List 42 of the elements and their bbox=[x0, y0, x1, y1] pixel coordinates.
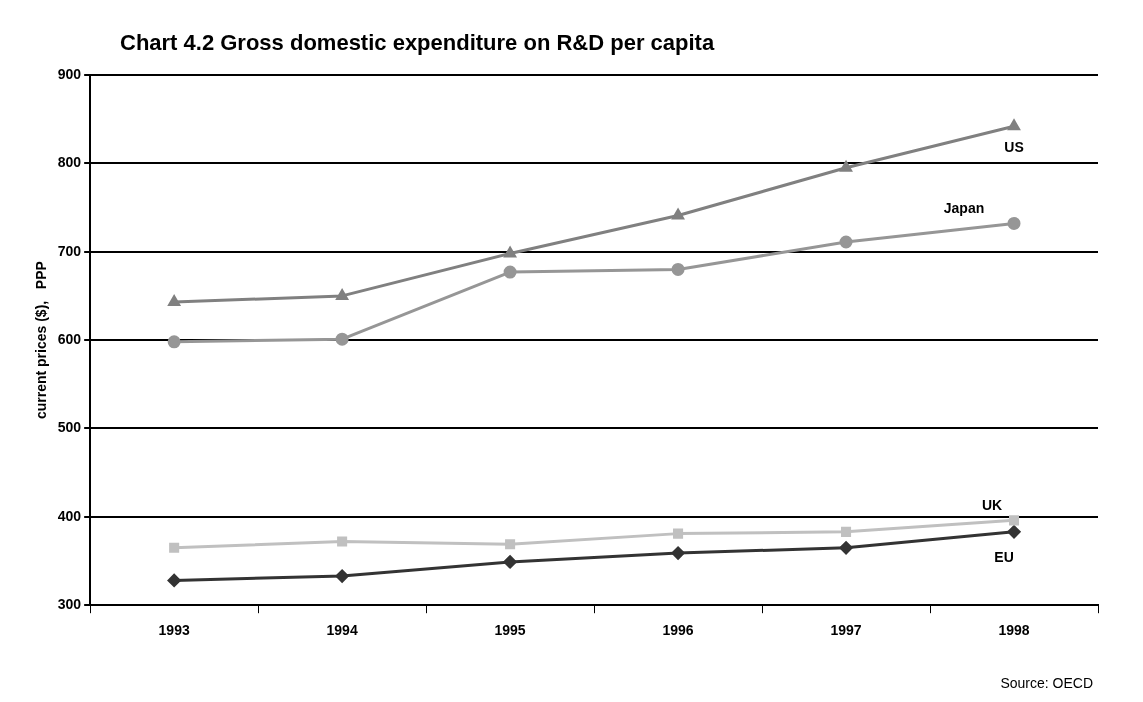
y-axis-title: current prices ($), PPP bbox=[33, 261, 50, 420]
series-label: US bbox=[1004, 139, 1024, 156]
chart-title: Chart 4.2 Gross domestic expenditure on R&D per capita bbox=[120, 30, 715, 56]
point bbox=[335, 332, 349, 346]
point bbox=[841, 526, 852, 537]
x-tick-label: 1994 bbox=[326, 622, 358, 639]
source-note: Source: OECD bbox=[1000, 675, 1093, 691]
point bbox=[671, 546, 685, 560]
point bbox=[1007, 525, 1021, 539]
point bbox=[167, 335, 181, 349]
series-label: UK bbox=[981, 497, 1003, 514]
point bbox=[167, 573, 181, 587]
series-label: Japan bbox=[943, 200, 985, 217]
y-tick-label: 700 bbox=[57, 242, 82, 259]
x-tick-label: 1995 bbox=[494, 622, 526, 639]
point bbox=[1007, 216, 1021, 230]
series-label: EU bbox=[994, 548, 1014, 565]
y-tick-label: 500 bbox=[57, 419, 82, 436]
point bbox=[839, 235, 853, 249]
point bbox=[673, 528, 684, 539]
x-tick-label: 1996 bbox=[662, 622, 694, 639]
y-tick-label: 900 bbox=[57, 65, 82, 82]
point bbox=[503, 265, 517, 279]
point bbox=[335, 569, 349, 583]
point bbox=[337, 536, 348, 547]
point bbox=[1008, 515, 1020, 526]
x-tick-label: 1993 bbox=[158, 622, 190, 639]
point bbox=[336, 289, 348, 300]
point bbox=[168, 295, 180, 307]
y-tick-label: 800 bbox=[57, 154, 82, 171]
y-tick-label: 600 bbox=[57, 330, 82, 347]
point bbox=[169, 542, 180, 553]
x-tick-label: 1997 bbox=[830, 622, 862, 639]
point bbox=[505, 539, 516, 550]
point bbox=[503, 555, 517, 569]
point bbox=[839, 541, 853, 555]
x-tick-label: 1998 bbox=[998, 622, 1030, 639]
point bbox=[671, 262, 685, 276]
y-tick-label: 400 bbox=[57, 507, 82, 524]
point bbox=[840, 161, 852, 172]
y-tick-label: 300 bbox=[57, 596, 82, 613]
point bbox=[1008, 119, 1020, 131]
